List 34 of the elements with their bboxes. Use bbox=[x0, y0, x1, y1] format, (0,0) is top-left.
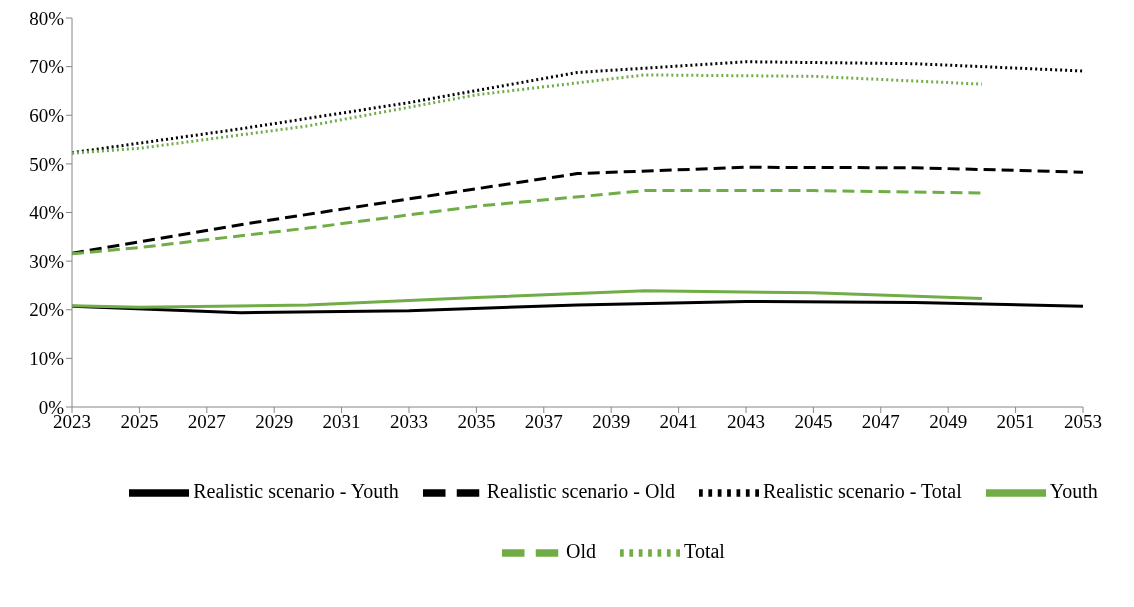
legend-label: Realistic scenario - Old bbox=[486, 479, 676, 502]
x-tick-label: 2041 bbox=[659, 411, 698, 433]
x-tick-label: 2029 bbox=[255, 411, 294, 433]
y-tick-label: 10% bbox=[29, 348, 65, 370]
x-tick-label: 2037 bbox=[524, 411, 563, 433]
x-tick-label: 2033 bbox=[390, 411, 428, 433]
y-tick-label: 80% bbox=[29, 7, 65, 29]
line-series bbox=[72, 289, 984, 309]
y-tick-label: 60% bbox=[29, 105, 65, 126]
legend-label: Realistic scenario - Youth bbox=[193, 479, 399, 502]
legend-label: Total bbox=[684, 539, 725, 562]
x-tick-label: 2049 bbox=[929, 411, 968, 433]
y-tick-label: 20% bbox=[29, 299, 65, 321]
line-series bbox=[72, 60, 1083, 155]
legend-label: Old bbox=[566, 539, 597, 562]
line-series bbox=[72, 165, 1083, 255]
y-tick-label: 50% bbox=[29, 153, 65, 175]
x-tick-label: 2047 bbox=[861, 411, 900, 433]
legend-label: Realistic scenario - Total bbox=[763, 479, 962, 502]
line-series bbox=[72, 299, 1083, 315]
x-tick-label: 2045 bbox=[794, 411, 833, 433]
x-tick-label: 2043 bbox=[727, 411, 765, 433]
y-tick-label: 30% bbox=[29, 250, 65, 272]
legend-label: Youth bbox=[1049, 479, 1098, 502]
x-tick-label: 2053 bbox=[1064, 411, 1102, 433]
y-tick-label: 70% bbox=[29, 56, 65, 78]
x-tick-label: 2025 bbox=[120, 411, 159, 433]
y-tick-label: 40% bbox=[29, 202, 65, 224]
x-tick-label: 2027 bbox=[187, 411, 226, 433]
x-tick-label: 2039 bbox=[592, 411, 631, 433]
line-series bbox=[72, 73, 984, 155]
x-tick-label: 2051 bbox=[996, 411, 1035, 433]
x-tick-label: 2031 bbox=[322, 411, 361, 433]
x-tick-label: 2035 bbox=[457, 411, 496, 433]
